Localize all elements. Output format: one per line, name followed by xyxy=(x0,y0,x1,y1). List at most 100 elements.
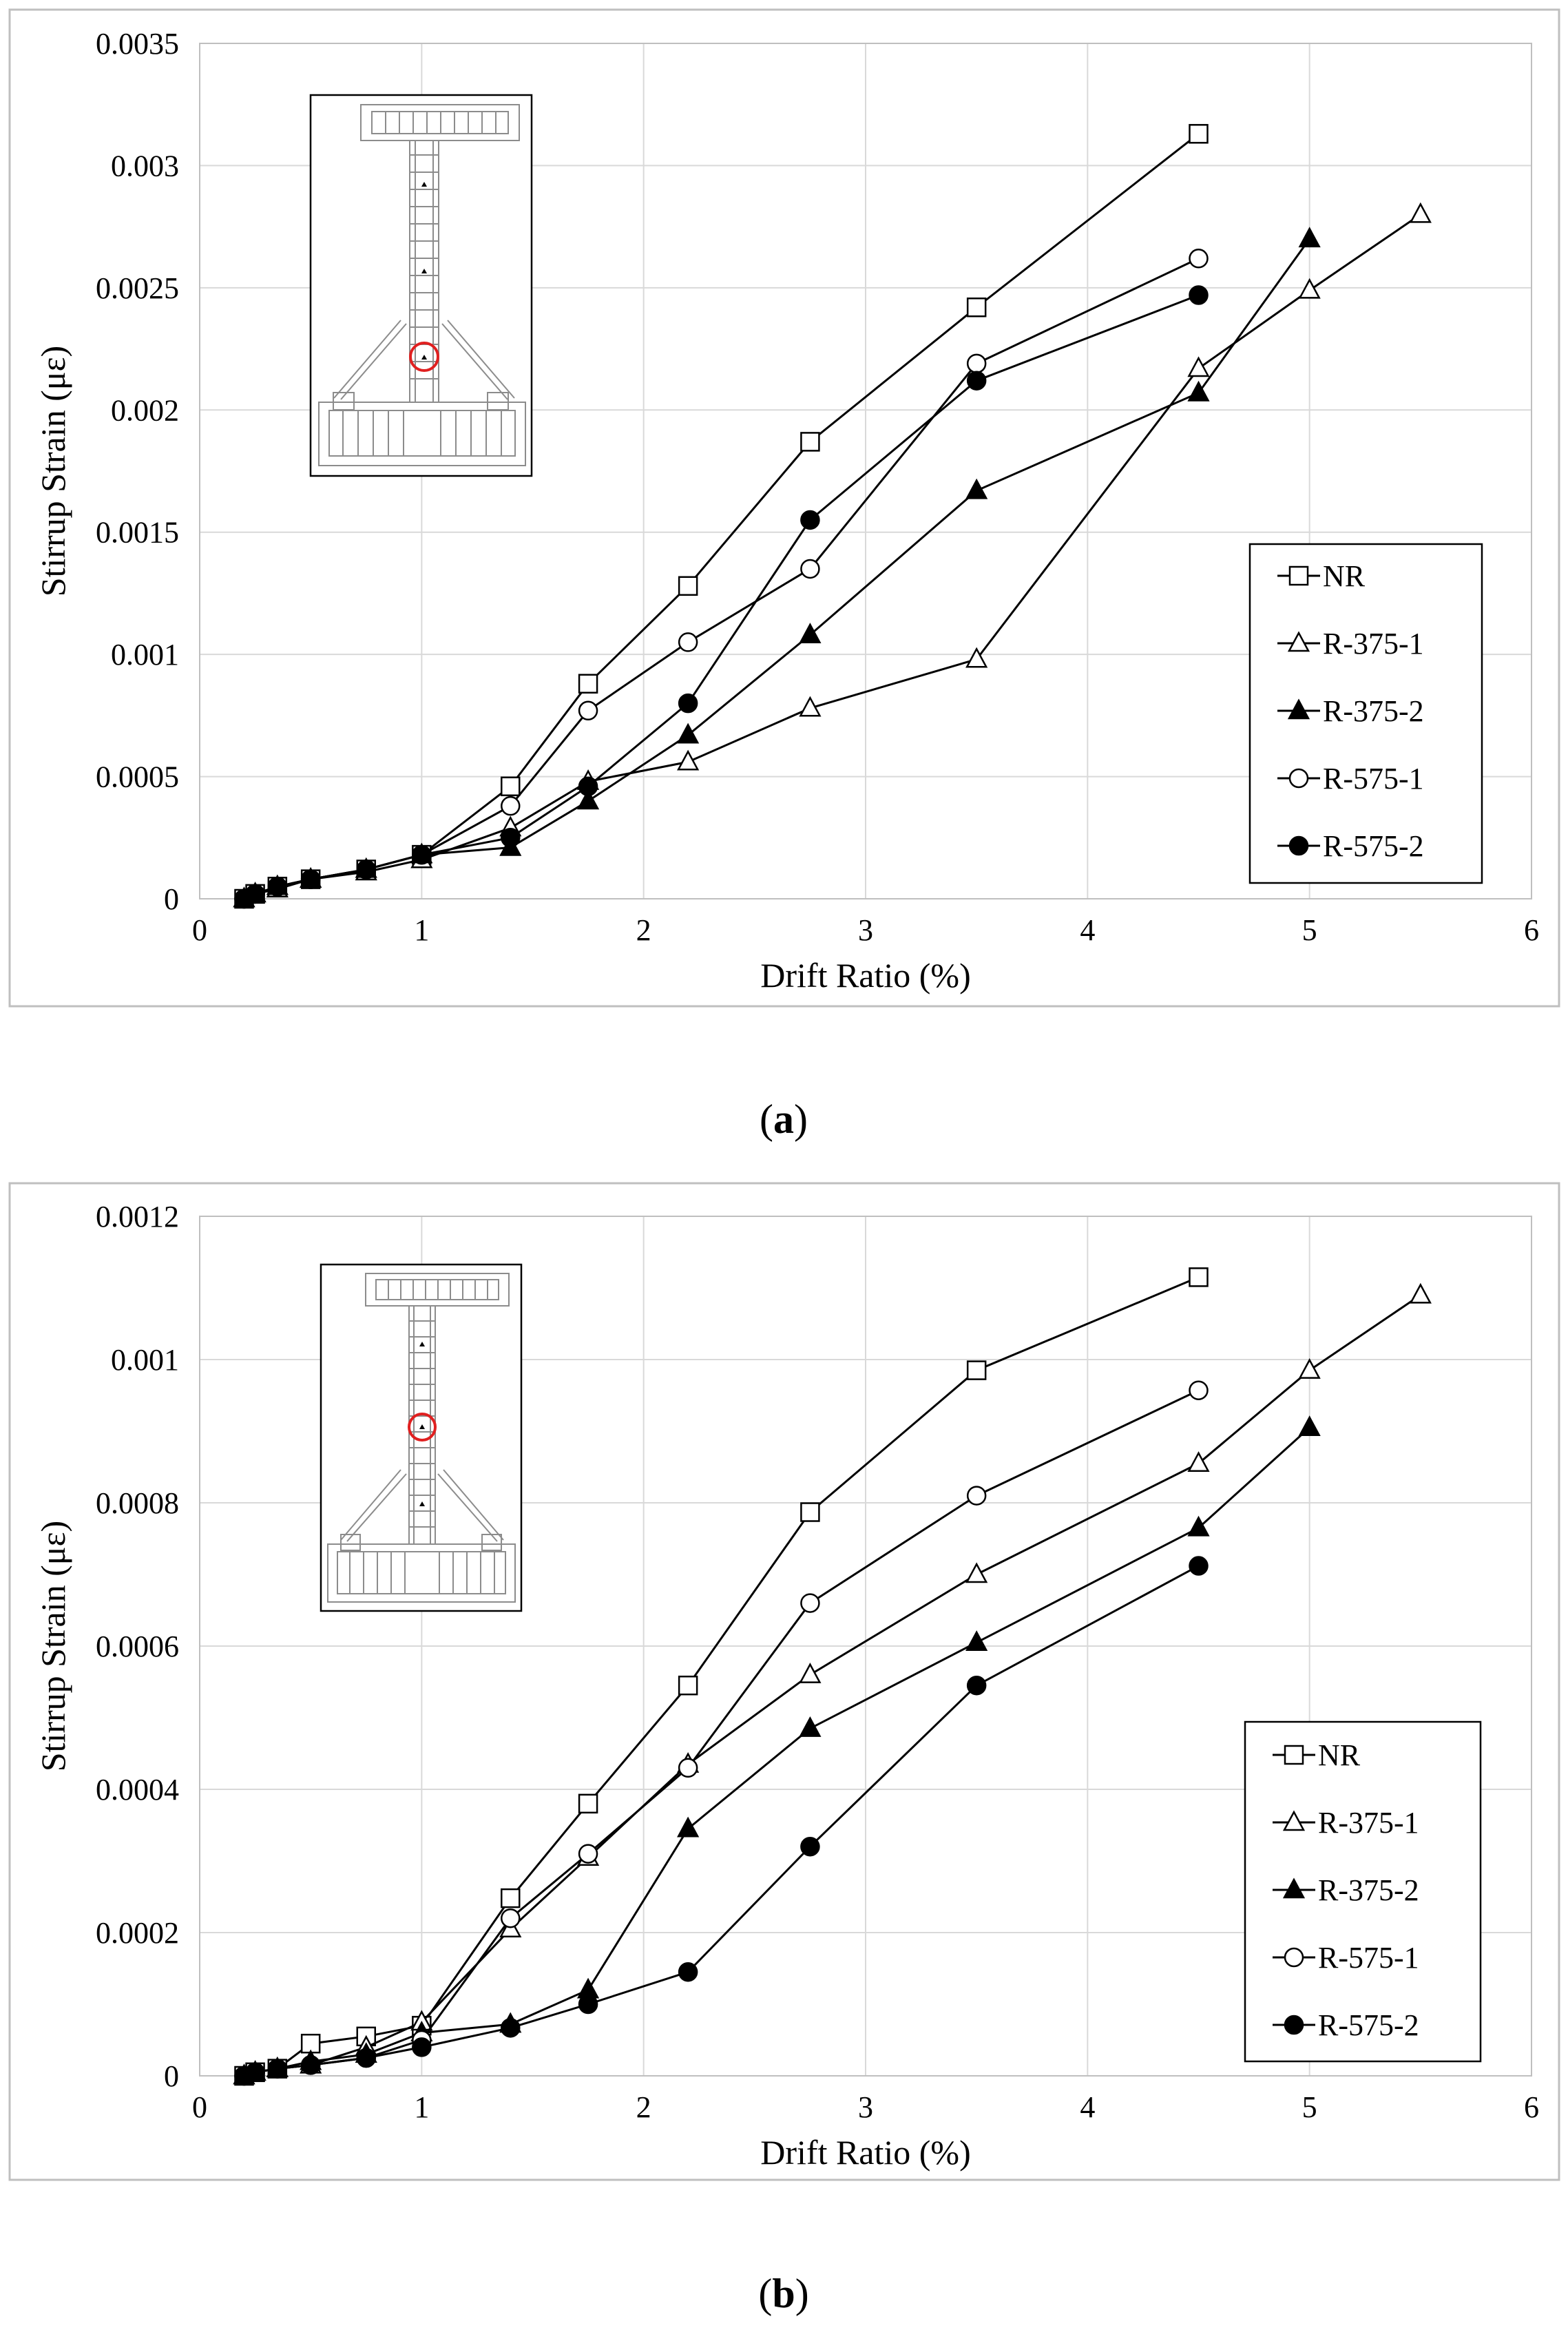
panel-a-point-r-375-2 xyxy=(1298,227,1321,248)
panel-a-legend-marker-r-575-2 xyxy=(1288,835,1309,856)
panel-b-x-tick-label: 1 xyxy=(414,2090,429,2124)
panel-b-point-r-575-2 xyxy=(678,1962,698,1982)
panel-b-point-r-575-2 xyxy=(501,2018,521,2038)
panel-b-point-r-575-2 xyxy=(356,2048,376,2068)
panel-a-x-tick-label: 2 xyxy=(636,913,651,947)
panel-b-x-tick-label: 5 xyxy=(1302,2090,1317,2124)
panel-b-y-tick-labels: 0 0.0002 0.0004 0.0006 0.0008 0.001 0.0012 xyxy=(96,1200,179,2093)
panel-b-x-tick-label: 3 xyxy=(858,2090,873,2124)
panel-b-x-tick-labels: 0 1 2 3 4 5 6 xyxy=(192,2090,1539,2124)
panel-a-x-tick-label: 3 xyxy=(858,913,873,947)
panel-b-y-tick-label: 0.0002 xyxy=(96,1916,179,1950)
panel-a-caption: (a) xyxy=(760,1096,808,1142)
panel-a-legend-items: NR R-375-1 R-375-2 R-575-1 R-575-2 xyxy=(1277,559,1424,863)
panel-b-legend-label-r-375-2: R-375-2 xyxy=(1318,1873,1419,1907)
panel-b-legend-item-r-375-2: R-375-2 xyxy=(1273,1873,1419,1907)
panel-a-x-tick-label: 6 xyxy=(1524,913,1539,947)
panel-b-inset-frame xyxy=(320,1263,523,1612)
panel-a-plot-area xyxy=(199,43,1532,899)
panel-b-legend-label-r-575-2: R-575-2 xyxy=(1318,2008,1419,2042)
panel-b-legend-item-nr: NR xyxy=(1273,1738,1361,1772)
panel-b-point-nr xyxy=(966,1360,987,1380)
panel-a-point-r-375-1 xyxy=(1187,356,1210,377)
panel-a-legend-label-r-575-1: R-575-1 xyxy=(1323,762,1424,795)
panel-b-caption-close: ) xyxy=(795,2271,809,2316)
panel-a-point-r-575-1 xyxy=(501,795,521,816)
panel-b-point-r-375-2 xyxy=(1298,1415,1321,1437)
panel-a-y-tick-label: 0.0015 xyxy=(96,516,179,550)
panel-a-point-r-575-2 xyxy=(501,828,521,848)
panel-b-legend-marker-r-575-2 xyxy=(1284,2015,1304,2035)
panel-a-y-tick-label: 0.003 xyxy=(111,149,179,183)
panel-a-legend-marker-r-575-1 xyxy=(1288,768,1309,789)
panel-b-point-r-575-2 xyxy=(966,1675,987,1696)
panel-b-caption: (b) xyxy=(758,2271,808,2316)
panel-a-inset-gauge-marks xyxy=(421,182,427,360)
panel-b-point-r-575-2 xyxy=(267,2059,288,2079)
panel-a-legend-item-r-375-1: R-375-1 xyxy=(1277,627,1424,660)
panel-b-x-axis-title: Drift Ratio (%) xyxy=(760,2133,970,2172)
panel-b-point-r-575-2 xyxy=(300,2055,321,2075)
panel-a-point-r-575-2 xyxy=(800,510,820,530)
panel-a-point-r-375-2 xyxy=(799,623,822,644)
panel-a-legend-marker-nr xyxy=(1288,565,1309,586)
panel-b-y-tick-label: 0.001 xyxy=(111,1343,179,1377)
panel-a-inset-drawing xyxy=(318,104,526,466)
panel-b: 0 0.0002 0.0004 0.0006 0.0008 0.001 0.0012 0 1 2… xyxy=(8,1182,1560,2316)
panel-a-frame xyxy=(8,8,1560,1008)
panel-b-point-r-575-2 xyxy=(800,1836,820,1857)
panel-b-x-tick-label: 4 xyxy=(1080,2090,1095,2124)
panel-b-point-r-575-2 xyxy=(1189,1556,1209,1576)
panel-b-legend-marker-r-375-2 xyxy=(1282,1877,1306,1899)
panel-a-x-tick-label: 0 xyxy=(192,913,207,947)
panel-a-y-axis-title: Stirrup Strain (με) xyxy=(34,346,72,596)
panel-b-y-tick-label: 0.0004 xyxy=(96,1773,179,1807)
panel-a-point-r-575-2 xyxy=(356,860,376,880)
panel-a-point-r-575-1 xyxy=(678,632,698,652)
panel-b-point-nr xyxy=(501,1888,521,1908)
panel-a-point-r-575-2 xyxy=(300,869,321,889)
panel-b-x-tick-label: 2 xyxy=(636,2090,651,2124)
panel-b-series-r-575-2 xyxy=(234,1556,1209,2086)
panel-b-point-r-575-1 xyxy=(578,1844,598,1864)
panel-a-point-r-375-1 xyxy=(677,749,700,771)
panel-a-legend-label-r-375-1: R-375-1 xyxy=(1323,627,1424,660)
panel-a-point-r-575-1 xyxy=(966,353,987,374)
panel-a-legend-label-r-575-2: R-575-2 xyxy=(1323,829,1424,863)
panel-a-y-tick-label: 0.0025 xyxy=(96,271,179,305)
panel-b-legend-item-r-575-2: R-575-2 xyxy=(1273,2008,1419,2042)
panel-a-point-nr xyxy=(966,297,987,318)
panel-a-point-r-375-1 xyxy=(799,696,822,717)
panel-a-point-nr xyxy=(800,432,820,452)
panel-a-x-tick-label: 1 xyxy=(414,913,429,947)
panel-a-series xyxy=(233,124,1432,909)
panel-b-caption-letter: b xyxy=(772,2271,795,2316)
panel-b-y-axis-title: Stirrup Strain (με) xyxy=(34,1521,72,1771)
panel-b-inset-highlight-circle xyxy=(408,1413,437,1442)
panel-b-point-r-375-1 xyxy=(1298,1357,1321,1379)
panel-b-point-r-575-1 xyxy=(1189,1380,1209,1400)
panel-b-series xyxy=(233,1267,1432,2086)
panel-a-legend-label-r-375-2: R-375-2 xyxy=(1323,694,1424,728)
panel-a-legend: NR R-375-1 R-375-2 R-575-1 R-575-2 xyxy=(1248,543,1483,884)
panel-a-point-r-575-2 xyxy=(1189,285,1209,305)
panel-b-point-nr xyxy=(1189,1267,1209,1287)
panel-b-point-r-575-1 xyxy=(678,1758,698,1778)
panel-a-point-r-575-2 xyxy=(578,776,598,797)
panel-a-x-tick-labels: 0 1 2 3 4 5 6 xyxy=(192,913,1539,947)
panel-b-point-r-375-2 xyxy=(799,1716,822,1737)
panel-b-legend-label-r-575-1: R-575-1 xyxy=(1318,1941,1419,1975)
panel-b-legend: NR R-375-1 R-375-2 R-575-1 R-575-2 xyxy=(1244,1720,1482,2063)
panel-a-inset-frame xyxy=(309,94,533,477)
panel-b-legend-label-nr: NR xyxy=(1318,1738,1361,1772)
panel-b-point-r-375-2 xyxy=(965,1630,988,1652)
panel-a-point-r-375-1 xyxy=(1409,202,1432,223)
panel-b-point-r-375-1 xyxy=(965,1562,988,1583)
panel-a-point-r-375-2 xyxy=(965,478,988,499)
panel-b-point-r-375-2 xyxy=(1187,1515,1210,1537)
panel-a-y-tick-label: 0.0035 xyxy=(96,27,179,61)
panel-b-x-tick-label: 6 xyxy=(1524,2090,1539,2124)
panel-b-point-nr xyxy=(678,1675,698,1696)
panel-b-legend-item-r-575-1: R-575-1 xyxy=(1273,1941,1419,1975)
panel-a-caption-close: ) xyxy=(794,1096,808,1142)
